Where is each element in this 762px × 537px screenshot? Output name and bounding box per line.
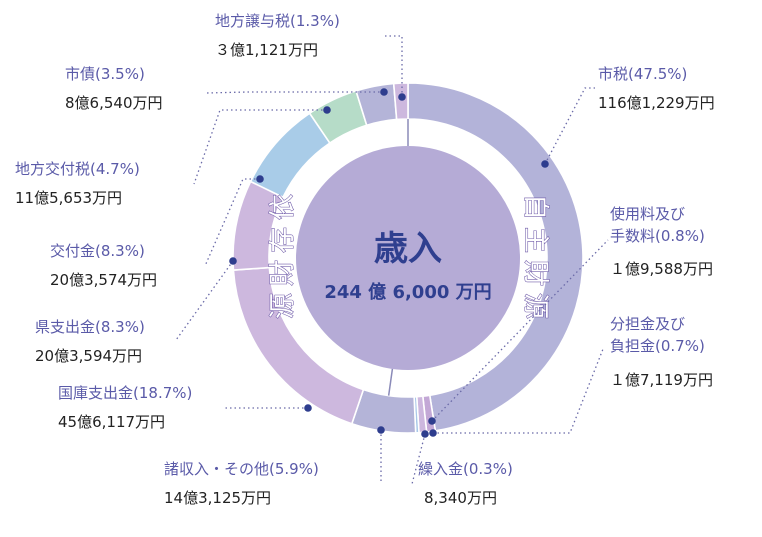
marker-dot-1 [428, 417, 436, 425]
group-label-char: 財 [520, 260, 550, 286]
segment-amount-1: １億9,588万円 [610, 260, 713, 278]
group-label-char: 自 [520, 194, 550, 220]
segment-amount-10: ３億1,121万円 [215, 41, 318, 59]
segment-name-7: 交付金(8.3%) [50, 242, 145, 260]
segment-name-3: 繰入金(0.3%) [418, 460, 513, 478]
leader-9 [206, 91, 384, 94]
segment-name-1: 使用料及び [610, 205, 685, 223]
segment-name-2: 負担金(0.7%) [610, 337, 705, 355]
segment-name-9: 市債(3.5%) [65, 65, 145, 83]
marker-dot-4 [377, 426, 385, 434]
segment-amount-9: 8億6,540万円 [65, 94, 163, 112]
leader-6 [175, 260, 234, 341]
segment-name-4: 諸収入・その他(5.9%) [164, 460, 319, 478]
segment-amount-0: 116億1,229万円 [598, 94, 715, 112]
segment-amount-7: 20億3,574万円 [50, 271, 157, 289]
segment-10 [392, 82, 409, 121]
group-label-char: 源 [520, 293, 550, 319]
segment-name-5: 国庫支出金(18.7%) [58, 384, 192, 402]
leader-lines [175, 35, 609, 485]
group-divider-1 [387, 368, 394, 396]
segment-name-10: 地方譲与税(1.3%) [215, 12, 340, 30]
marker-dot-0 [541, 160, 549, 168]
group-label-char: 源 [268, 293, 298, 319]
marker-dot-6 [229, 257, 237, 265]
group-label-char: 依 [268, 194, 298, 220]
segment-name-6: 県支出金(8.3%) [35, 318, 145, 336]
group-label-char: 財 [268, 260, 298, 286]
leader-7 [204, 178, 260, 267]
center-total: 244 億 6,000 万円 [324, 281, 491, 303]
segment-amount-4: 14億3,125万円 [164, 489, 271, 507]
segment-amount-2: １億7,119万円 [610, 371, 713, 389]
leader-0 [544, 87, 595, 165]
segment-name-2: 分担金及び [610, 315, 685, 333]
segment-name-1: 手数料(0.8%) [610, 227, 705, 245]
segment-name-0: 市税(47.5%) [598, 65, 687, 83]
marker-dot-5 [304, 404, 312, 412]
marker-dot-7 [256, 175, 264, 183]
group-label-char: 存 [268, 227, 298, 253]
marker-dot-2 [429, 429, 437, 437]
segment-amount-5: 45億6,117万円 [58, 413, 165, 431]
segment-name-8: 地方交付税(4.7%) [15, 160, 140, 178]
segment-amount-3: 8,340万円 [424, 489, 497, 507]
marker-dot-8 [323, 106, 331, 114]
marker-dot-9 [380, 88, 388, 96]
leader-2 [433, 348, 604, 434]
group-label-char: 主 [520, 227, 550, 253]
center-disc [296, 146, 520, 370]
marker-dot-3 [421, 430, 429, 438]
leader-1 [431, 239, 609, 422]
marker-dot-10 [398, 93, 406, 101]
segment-amount-6: 20億3,594万円 [35, 347, 142, 365]
segment-amount-8: 11億5,653万円 [15, 189, 122, 207]
center-title: 歳入 [374, 229, 442, 269]
